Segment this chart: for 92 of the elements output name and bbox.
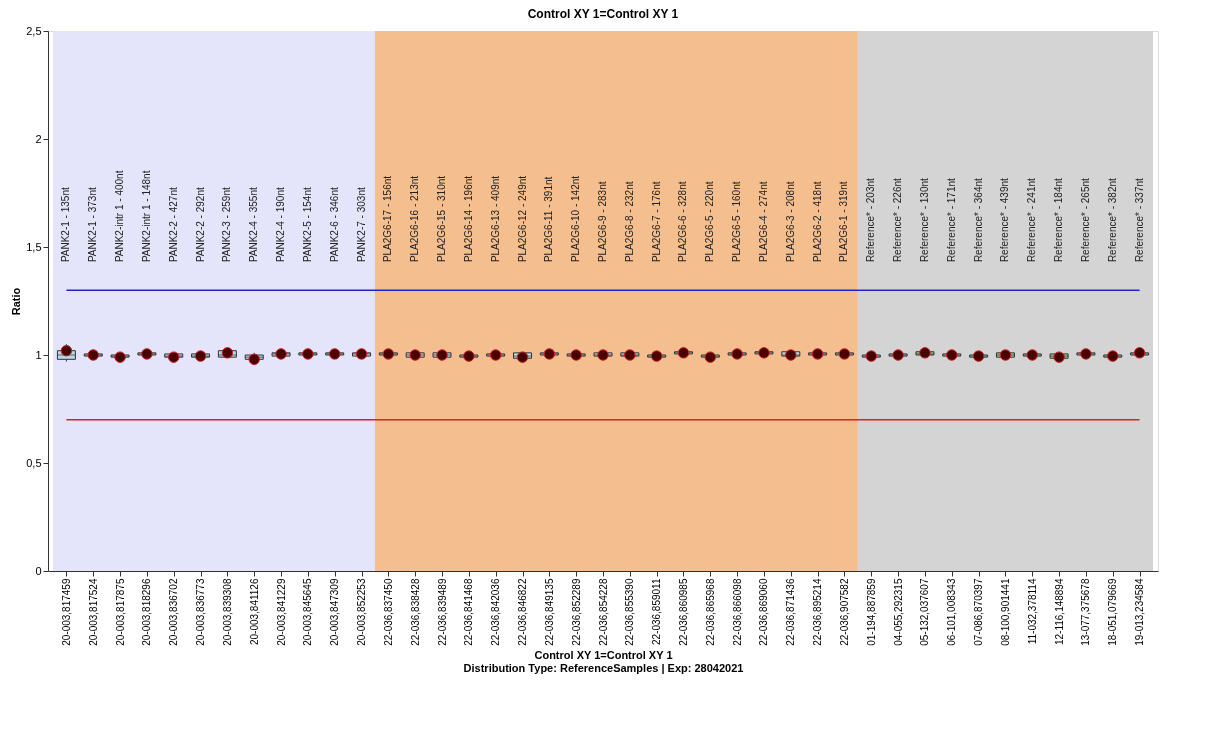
annotation: PLA2G6-17 - 156nt — [382, 175, 394, 263]
x-tick-label: 04-055,292315 — [892, 578, 904, 646]
annotation: PANK2-intr 1 - 148nt — [140, 170, 152, 263]
annotation: PLA2G6-8 - 232nt — [623, 181, 635, 263]
y-tick-label: 1,5 — [26, 240, 42, 253]
annotation: Reference* - 226nt — [892, 177, 904, 263]
y-tick-label: 1 — [35, 348, 42, 361]
annotation: PLA2G6-11 - 391nt — [543, 176, 555, 263]
x-tick-label: 19-013,234584 — [1134, 578, 1146, 646]
x-tick-label: 22-036,865968 — [704, 578, 716, 646]
x-tick-label: 06-101,008343 — [946, 578, 958, 646]
annotation: PLA2G6-9 - 283nt — [597, 181, 608, 263]
chart-title: Control XY 1=Control XY 1 — [527, 7, 679, 21]
annotation: PLA2G6-7 - 176nt — [650, 181, 662, 263]
x-tick-label: 08-100,901441 — [999, 578, 1011, 646]
x-tick-label: 22-036,866098 — [731, 578, 743, 646]
annotation: Reference* - 171nt — [945, 177, 957, 263]
annotation: PANK2-intr 1 - 400nt — [114, 170, 126, 263]
annotation: Reference* - 203nt — [865, 177, 877, 263]
x-tick-label: 01-194,887859 — [865, 578, 877, 646]
x-tick-label: 22-036,869060 — [758, 578, 770, 646]
x-tick-label: 20-003,817459 — [60, 578, 72, 646]
annotation: PLA2G6-10 - 142nt — [570, 175, 582, 263]
annotation: PLA2G6-13 - 409nt — [489, 175, 501, 263]
annotation: PLA2G6-4 - 274nt — [757, 181, 769, 263]
x-tick-label: 22-036,855390 — [624, 578, 636, 646]
annotation: PLA2G6-2 - 418nt — [811, 181, 823, 263]
x-tick-label: 12-116,148894 — [1053, 578, 1065, 646]
x-tick-label: 22-036,837450 — [382, 578, 394, 646]
y-tick-label: 0,5 — [26, 456, 42, 469]
x-tick-label: 22-036,859011 — [651, 578, 663, 646]
x-tick-label: 22-036,849135 — [543, 578, 555, 646]
x-tick-label: 22-036,860985 — [677, 578, 689, 646]
annotation: Reference* - 382nt — [1106, 177, 1118, 263]
annotation: Reference* - 439nt — [999, 177, 1011, 263]
annotation: PANK2-5 - 154nt — [301, 187, 313, 263]
x-tick-label: 22-036,838428 — [409, 578, 421, 646]
annotation: PANK2-7 - 303nt — [355, 187, 367, 263]
x-tick-label: 22-036,846822 — [517, 578, 529, 646]
y-tick-label: 2,5 — [26, 24, 42, 37]
x-tick-label: 11-032,378114 — [1026, 578, 1038, 645]
annotation: PLA2G6-14 - 196nt — [462, 175, 474, 263]
annotation: Reference* - 184nt — [1053, 177, 1065, 263]
annotation: PLA2G6-5 - 160nt — [731, 181, 743, 263]
annotation: PLA2G6-12 - 249nt — [516, 175, 528, 263]
annotation: Reference* - 265nt — [1079, 177, 1091, 263]
annotation: PANK2-2 - 427nt — [167, 187, 179, 263]
annotation: PANK2-2 - 292nt — [194, 187, 206, 263]
annotation: PLA2G6-16 - 213nt — [409, 175, 421, 263]
x-tick-label: 20-003,836702 — [168, 578, 180, 646]
x-tick-label: 20-003,836773 — [195, 578, 207, 646]
x-tick-label: 22-036,871436 — [785, 578, 797, 646]
x-tick-label: 22-036,895214 — [812, 578, 824, 646]
annotation: PLA2G6-1 - 319nt — [838, 181, 850, 263]
y-axis-title: Ratio — [10, 287, 23, 316]
x-tick-label: 22-036,842036 — [490, 578, 502, 646]
x-tick-label: 22-036,839489 — [436, 578, 448, 646]
annotation: PANK2-4 - 355nt — [248, 187, 260, 263]
x-tick-label: 20-003,839308 — [221, 578, 233, 646]
x-tick-label: 22-036,854228 — [597, 578, 609, 646]
x-tick-label: 07-086,870397 — [973, 578, 985, 646]
annotation: PANK2-1 - 135nt — [60, 187, 72, 263]
x-tick-label: 20-003,817875 — [114, 578, 126, 646]
x-tick-label: 22-036,907582 — [838, 578, 850, 646]
x-tick-label: 20-003,817524 — [87, 578, 99, 646]
annotation: PANK2-1 - 373nt — [87, 187, 99, 263]
annotation: PANK2-4 - 190nt — [275, 187, 287, 263]
annotation: Reference* - 364nt — [972, 177, 984, 263]
annotation: PANK2-6 - 346nt — [328, 187, 340, 263]
x-tick-label: 20-003,845645 — [302, 578, 314, 646]
x-tick-label: 22-036,852289 — [570, 578, 582, 646]
x-tick-label: 22-036,841468 — [463, 578, 475, 646]
annotation: Reference* - 130nt — [918, 177, 930, 263]
x-tick-label: 20-003,847309 — [329, 578, 341, 646]
annotation: PLA2G6-6 - 328nt — [677, 181, 689, 263]
annotation: PLA2G6-15 - 310nt — [436, 175, 448, 263]
annotation: PLA2G6-3 - 208nt — [784, 181, 796, 263]
x-tick-label: 18-051,079669 — [1107, 578, 1119, 646]
annotation: PANK2-3 - 259nt — [221, 187, 233, 263]
x-tick-label: 05-132,037607 — [919, 578, 931, 646]
x-tick-label: 20-003,841126 — [248, 578, 260, 646]
x-tick-label: 20-003,818296 — [141, 578, 153, 646]
x-tick-label: 20-003,841229 — [275, 578, 287, 646]
x-tick-label: 13-077,375678 — [1080, 578, 1092, 646]
text: Distribution Type: ReferenceSamples | Exp: 28042021 — [463, 661, 744, 674]
x-tick-label: 20-003,852253 — [356, 578, 368, 646]
y-tick-label: 2 — [35, 132, 42, 145]
y-tick-label: 0 — [35, 564, 42, 577]
annotation: Reference* - 337nt — [1133, 177, 1145, 263]
annotation: PLA2G6-5 - 220nt — [704, 181, 716, 263]
annotation: Reference* - 241nt — [1026, 177, 1038, 263]
x-axis-title: Control XY 1=Control XY 1 — [534, 648, 673, 661]
